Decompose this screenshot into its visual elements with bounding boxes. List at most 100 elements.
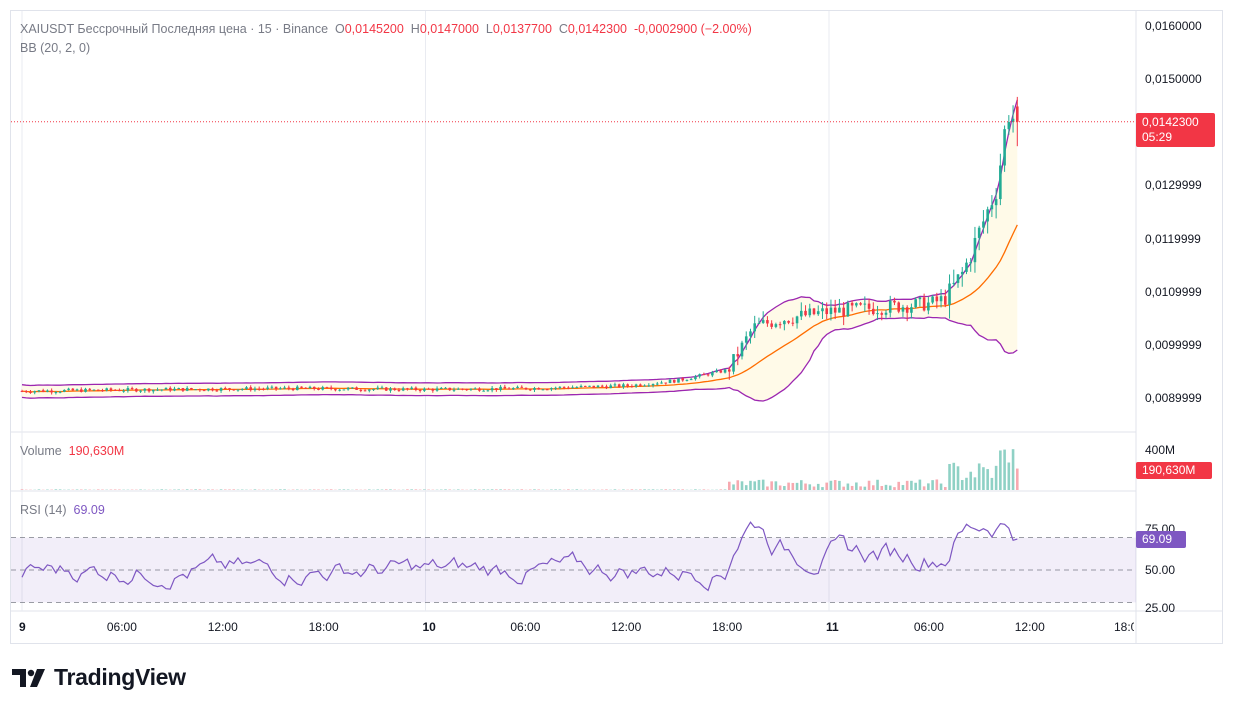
volume-bar xyxy=(973,477,977,490)
candle-body xyxy=(927,302,930,311)
candle-body xyxy=(79,389,83,392)
candle-body xyxy=(173,388,176,391)
volume-bar xyxy=(537,489,541,490)
volume-bar xyxy=(605,489,608,490)
volume-bar xyxy=(876,479,879,490)
volume-bar xyxy=(198,489,202,490)
volume-bar xyxy=(893,487,896,490)
candle-body xyxy=(367,389,371,391)
candle-body xyxy=(105,388,109,391)
volume-bar xyxy=(139,489,142,490)
volume-bar xyxy=(194,489,197,490)
candle-body xyxy=(524,387,528,390)
candle-body xyxy=(863,303,867,305)
volume-bar xyxy=(774,481,778,490)
candle-body xyxy=(228,388,231,390)
candle-body xyxy=(838,307,841,313)
volume-bar xyxy=(977,463,981,490)
volume-bar xyxy=(177,489,181,490)
volume-bar xyxy=(672,489,676,490)
volume-bar xyxy=(54,489,58,490)
volume-bar xyxy=(113,489,117,490)
candle-body xyxy=(871,308,875,315)
volume-bar xyxy=(376,489,380,490)
candle-body xyxy=(1007,122,1011,130)
candle-body xyxy=(804,310,807,316)
candle-body xyxy=(770,323,773,327)
time-tick: 10 xyxy=(422,620,436,634)
candle-body xyxy=(791,322,795,324)
time-tick: 12:00 xyxy=(611,620,642,634)
volume-bar xyxy=(567,489,570,490)
candle-body xyxy=(46,390,49,392)
candle-body xyxy=(50,390,53,393)
volume-bar xyxy=(384,489,388,490)
volume-bar xyxy=(575,489,579,490)
candle-body xyxy=(461,388,464,390)
candle-body xyxy=(600,385,604,387)
tradingview-logo[interactable]: TradingView xyxy=(12,664,186,691)
volume-bar xyxy=(821,487,824,490)
volume-bar xyxy=(753,481,757,490)
candle-body xyxy=(850,302,854,306)
candle-body xyxy=(249,387,253,391)
candle-body xyxy=(126,388,130,391)
candle-body xyxy=(122,390,125,392)
volume-bar xyxy=(1003,449,1006,490)
chart-frame[interactable] xyxy=(10,10,1223,644)
volume-bar xyxy=(888,485,892,490)
candle-body xyxy=(943,296,947,305)
candle-body xyxy=(63,389,66,392)
candle-body xyxy=(939,296,943,302)
volume-bar xyxy=(825,482,829,490)
candle-body xyxy=(723,369,727,373)
candle-body xyxy=(1011,118,1015,123)
candle-body xyxy=(884,312,888,315)
candle-body xyxy=(766,320,769,324)
candle-body xyxy=(956,274,960,283)
price-tick: 0,0150000 xyxy=(1145,72,1202,86)
candle-body xyxy=(550,388,553,390)
candle-body xyxy=(918,297,922,300)
volume-bar xyxy=(994,465,998,490)
volume-bar xyxy=(389,489,392,490)
candle-body xyxy=(279,388,282,390)
candle-body xyxy=(33,391,37,393)
volume-bar xyxy=(482,489,485,490)
volume-bar xyxy=(850,485,854,490)
candle-body xyxy=(363,390,367,392)
volume-bar xyxy=(558,489,562,490)
candle-body xyxy=(715,370,718,373)
volume-bar xyxy=(910,480,913,490)
candle-body xyxy=(304,387,308,389)
open-value: 0,0145200 xyxy=(344,22,404,36)
candle-body xyxy=(647,385,651,387)
candle-body xyxy=(520,386,524,388)
candle-body xyxy=(643,385,646,387)
volume-bar xyxy=(757,479,761,490)
candle-body xyxy=(855,303,858,306)
candle-body xyxy=(965,262,968,272)
candle-body xyxy=(308,386,312,389)
candle-body xyxy=(893,300,896,303)
rsi-legend: RSI (14) 69.09 xyxy=(20,502,105,518)
low-label: L xyxy=(485,22,493,36)
close-label: C xyxy=(558,22,568,36)
candle-body xyxy=(1003,129,1006,166)
candle-body xyxy=(533,388,536,390)
candle-body xyxy=(75,389,79,391)
candle-body xyxy=(537,388,541,390)
volume-bar xyxy=(931,480,934,490)
candle-body xyxy=(821,308,824,312)
volume-bar xyxy=(533,489,536,490)
volume-bar xyxy=(901,485,905,490)
candle-body xyxy=(613,384,617,386)
volume-bar xyxy=(846,483,850,490)
candle-body xyxy=(554,387,557,389)
volume-bar xyxy=(905,480,909,490)
change-value: -0,0002900 (−2.00%) xyxy=(633,22,752,36)
indicator-legend: BB (20, 2, 0) xyxy=(20,40,90,56)
rsi-tick: 50.00 xyxy=(1145,563,1176,577)
candle-body xyxy=(973,237,977,263)
